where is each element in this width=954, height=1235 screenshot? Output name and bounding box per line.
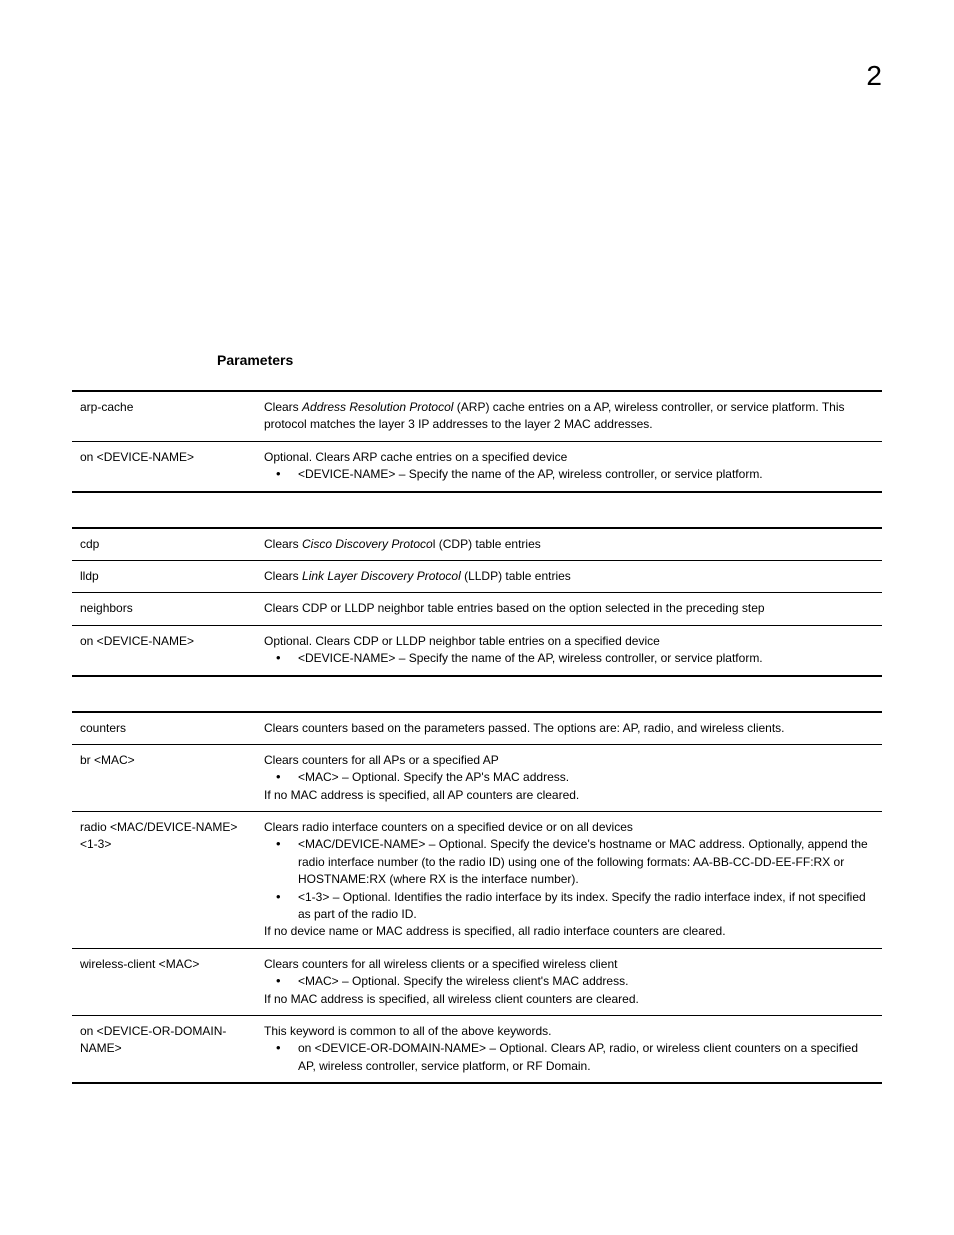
param-key: cdp <box>72 528 264 561</box>
table-row: radio <MAC/DEVICE-NAME> <1-3>Clears radi… <box>72 812 882 949</box>
bullet-text: <DEVICE-NAME> – Specify the name of the … <box>298 466 876 483</box>
param-desc: This keyword is common to all of the abo… <box>264 1015 882 1083</box>
param-key: on <DEVICE-NAME> <box>72 625 264 675</box>
table-row: countersClears counters based on the par… <box>72 712 882 745</box>
bullet-text: <MAC/DEVICE-NAME> – Optional. Specify th… <box>298 836 876 888</box>
param-key: wireless-client <MAC> <box>72 948 264 1015</box>
bullet-text: <1-3> – Optional. Identifies the radio i… <box>298 889 876 924</box>
bullet-icon: • <box>264 973 298 990</box>
param-desc: Clears counters based on the parameters … <box>264 712 882 745</box>
desc-line: If no MAC address is specified, all AP c… <box>264 787 876 804</box>
bullet-line: •<1-3> – Optional. Identifies the radio … <box>264 889 876 924</box>
tables-host: arp-cacheClears Address Resolution Proto… <box>72 390 882 1084</box>
bullet-icon: • <box>264 889 298 906</box>
bullet-line: •<MAC> – Optional. Specify the AP's MAC … <box>264 769 876 786</box>
param-key: on <DEVICE-NAME> <box>72 441 264 491</box>
param-desc: Clears counters for all APs or a specifi… <box>264 744 882 811</box>
desc-line: Clears CDP or LLDP neighbor table entrie… <box>264 600 876 617</box>
bullet-line: •<MAC> – Optional. Specify the wireless … <box>264 973 876 990</box>
bullet-icon: • <box>264 1040 298 1057</box>
bullet-text: <MAC> – Optional. Specify the AP's MAC a… <box>298 769 876 786</box>
desc-line: Clears counters for all APs or a specifi… <box>264 752 876 769</box>
bullet-text: <MAC> – Optional. Specify the wireless c… <box>298 973 876 990</box>
table-row: neighborsClears CDP or LLDP neighbor tab… <box>72 593 882 625</box>
desc-line: Clears Address Resolution Protocol (ARP)… <box>264 399 876 434</box>
bullet-text: <DEVICE-NAME> – Specify the name of the … <box>298 650 876 667</box>
page-number: 2 <box>72 60 882 92</box>
desc-line: Clears Link Layer Discovery Protocol (LL… <box>264 568 876 585</box>
table-row: arp-cacheClears Address Resolution Proto… <box>72 391 882 441</box>
param-table: cdpClears Cisco Discovery Protocol (CDP)… <box>72 527 882 677</box>
desc-line: Clears counters based on the parameters … <box>264 720 876 737</box>
table-row: br <MAC>Clears counters for all APs or a… <box>72 744 882 811</box>
table-row: on <DEVICE-NAME>Optional. Clears CDP or … <box>72 625 882 675</box>
param-desc: Clears radio interface counters on a spe… <box>264 812 882 949</box>
param-key: br <MAC> <box>72 744 264 811</box>
table-row: wireless-client <MAC>Clears counters for… <box>72 948 882 1015</box>
bullet-line: •<MAC/DEVICE-NAME> – Optional. Specify t… <box>264 836 876 888</box>
bullet-text: on <DEVICE-OR-DOMAIN-NAME> – Optional. C… <box>298 1040 876 1075</box>
desc-line: Clears counters for all wireless clients… <box>264 956 876 973</box>
param-desc: Clears Address Resolution Protocol (ARP)… <box>264 391 882 441</box>
param-desc: Optional. Clears CDP or LLDP neighbor ta… <box>264 625 882 675</box>
bullet-icon: • <box>264 466 298 483</box>
bullet-icon: • <box>264 836 298 853</box>
bullet-line: •on <DEVICE-OR-DOMAIN-NAME> – Optional. … <box>264 1040 876 1075</box>
param-desc: Optional. Clears ARP cache entries on a … <box>264 441 882 491</box>
table-row: cdpClears Cisco Discovery Protocol (CDP)… <box>72 528 882 561</box>
page-container: 2 Parameters arp-cacheClears Address Res… <box>0 0 954 1178</box>
bullet-icon: • <box>264 650 298 667</box>
table-row: on <DEVICE-OR-DOMAIN-NAME>This keyword i… <box>72 1015 882 1083</box>
desc-line: Clears radio interface counters on a spe… <box>264 819 876 836</box>
desc-line: Clears Cisco Discovery Protocol (CDP) ta… <box>264 536 876 553</box>
param-desc: Clears Cisco Discovery Protocol (CDP) ta… <box>264 528 882 561</box>
param-key: on <DEVICE-OR-DOMAIN-NAME> <box>72 1015 264 1083</box>
desc-line: If no MAC address is specified, all wire… <box>264 991 876 1008</box>
desc-line: Optional. Clears CDP or LLDP neighbor ta… <box>264 633 876 650</box>
param-key: radio <MAC/DEVICE-NAME> <1-3> <box>72 812 264 949</box>
desc-line: Optional. Clears ARP cache entries on a … <box>264 449 876 466</box>
desc-line: If no device name or MAC address is spec… <box>264 923 876 940</box>
param-key: counters <box>72 712 264 745</box>
section-heading-parameters: Parameters <box>217 352 882 368</box>
param-table: arp-cacheClears Address Resolution Proto… <box>72 390 882 493</box>
param-key: lldp <box>72 560 264 592</box>
param-desc: Clears CDP or LLDP neighbor table entrie… <box>264 593 882 625</box>
bullet-icon: • <box>264 769 298 786</box>
bullet-line: •<DEVICE-NAME> – Specify the name of the… <box>264 650 876 667</box>
param-key: arp-cache <box>72 391 264 441</box>
table-row: lldpClears Link Layer Discovery Protocol… <box>72 560 882 592</box>
bullet-line: •<DEVICE-NAME> – Specify the name of the… <box>264 466 876 483</box>
param-key: neighbors <box>72 593 264 625</box>
param-desc: Clears counters for all wireless clients… <box>264 948 882 1015</box>
param-desc: Clears Link Layer Discovery Protocol (LL… <box>264 560 882 592</box>
param-table: countersClears counters based on the par… <box>72 711 882 1085</box>
desc-line: This keyword is common to all of the abo… <box>264 1023 876 1040</box>
table-row: on <DEVICE-NAME>Optional. Clears ARP cac… <box>72 441 882 491</box>
